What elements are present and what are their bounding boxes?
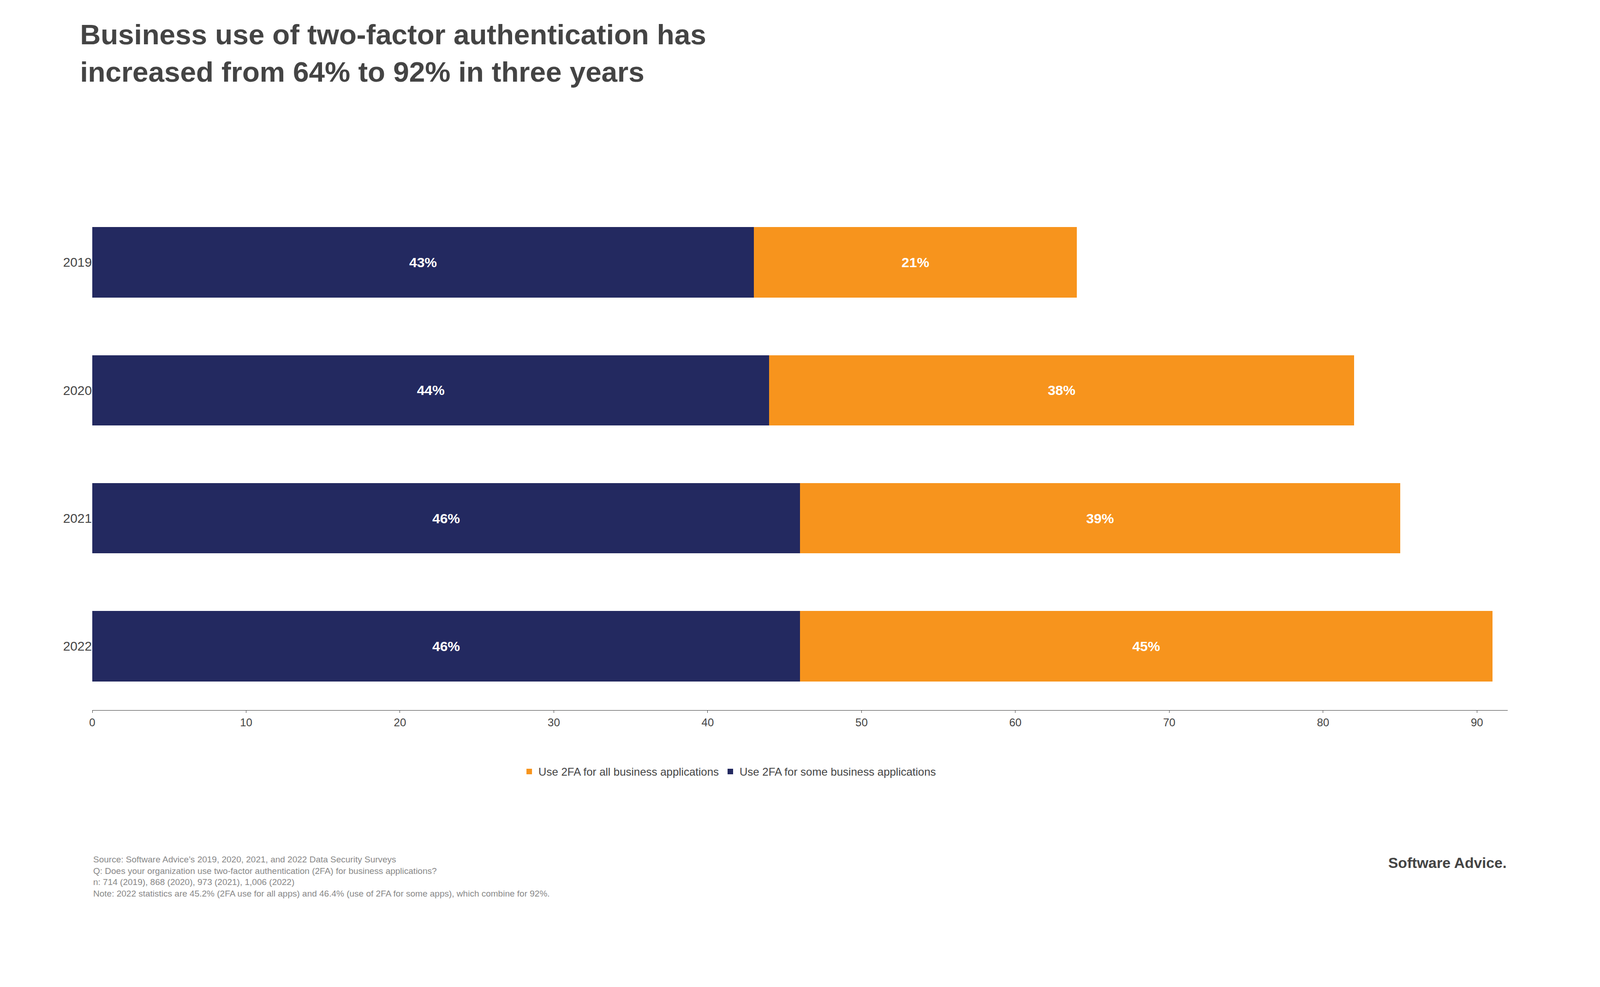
svg-text:30: 30	[547, 716, 561, 729]
svg-text:60: 60	[1009, 716, 1022, 729]
svg-text:Use 2FA for all business appli: Use 2FA for all business applications	[538, 765, 719, 778]
svg-text:40: 40	[701, 716, 715, 729]
svg-text:10: 10	[239, 716, 253, 729]
svg-text:2020: 2020	[63, 383, 92, 398]
svg-text:70: 70	[1163, 716, 1176, 729]
svg-text:21%: 21%	[901, 254, 930, 270]
svg-text:Software Advice.: Software Advice.	[1388, 854, 1507, 872]
svg-text:2021: 2021	[63, 511, 92, 526]
svg-text:46%: 46%	[432, 510, 460, 526]
svg-text:Source: Software Advice’s 2019: Source: Software Advice’s 2019, 2020, 20…	[93, 854, 550, 899]
svg-text:43%: 43%	[409, 254, 437, 270]
svg-text:2019: 2019	[63, 255, 92, 270]
svg-text:45%: 45%	[1132, 638, 1160, 654]
svg-text:44%: 44%	[417, 382, 445, 398]
svg-text:2022: 2022	[63, 638, 92, 654]
svg-text:Business use of two-factor aut: Business use of two-factor authenticatio…	[79, 18, 706, 88]
svg-text:0: 0	[89, 716, 96, 729]
svg-text:80: 80	[1316, 716, 1330, 729]
svg-text:50: 50	[855, 716, 868, 729]
svg-text:20: 20	[394, 716, 407, 729]
svg-text:90: 90	[1470, 716, 1484, 729]
svg-text:Use 2FA for some business appl: Use 2FA for some business applications	[739, 765, 937, 778]
svg-text:46%: 46%	[432, 638, 460, 654]
svg-text:38%: 38%	[1047, 382, 1076, 398]
svg-text:39%: 39%	[1086, 510, 1114, 526]
